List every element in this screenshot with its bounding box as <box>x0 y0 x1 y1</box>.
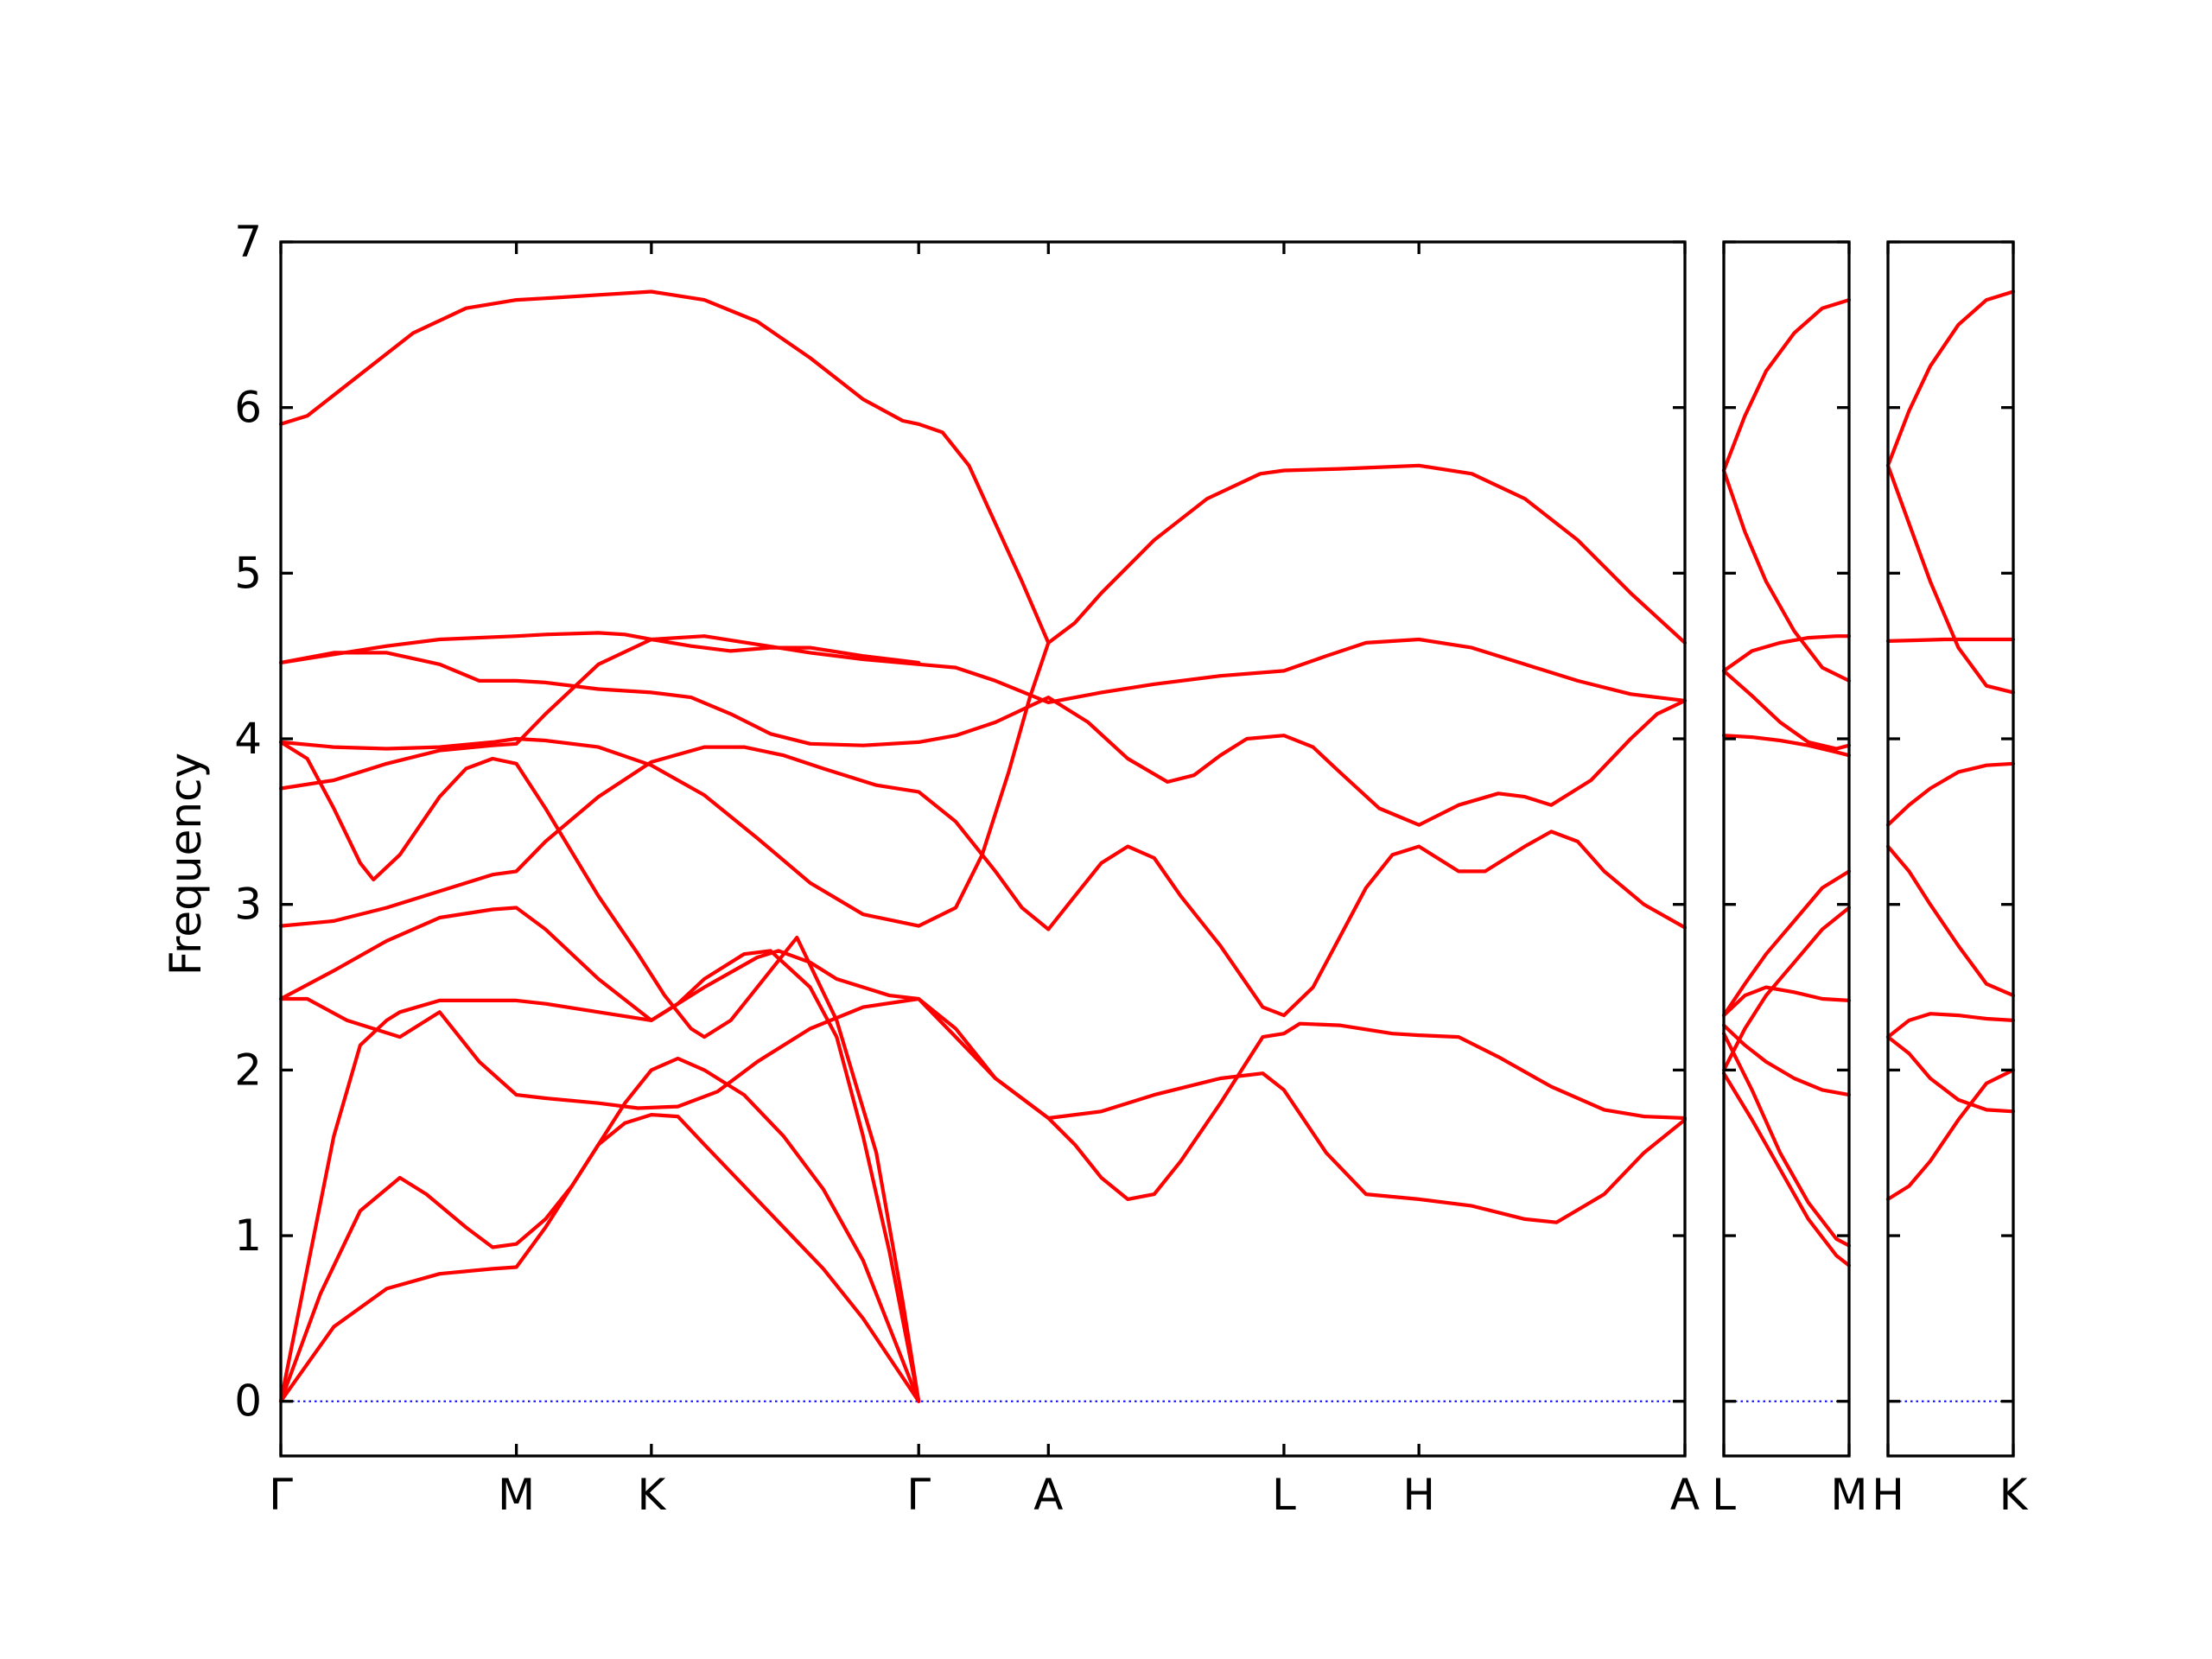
band-2 <box>278 1056 921 1403</box>
plot-frame <box>1886 240 2015 1458</box>
x-tick-label: L <box>1712 1470 1736 1520</box>
band-1 <box>1885 1068 2016 1201</box>
x-tick-label: K <box>1999 1470 2029 1520</box>
band-9 <box>278 463 1688 928</box>
y-tick-label: 4 <box>234 714 262 764</box>
band-12 <box>278 289 1051 645</box>
y-tick-label: 2 <box>234 1045 262 1095</box>
band-7 <box>1721 734 1852 758</box>
band-6 <box>1721 869 1852 1018</box>
y-tick-label: 0 <box>234 1376 262 1427</box>
band-7 <box>1885 463 2016 695</box>
band-5 <box>1721 1023 1852 1097</box>
band-5 <box>278 906 921 1403</box>
band-4 <box>1721 985 1852 1018</box>
band-11 <box>278 631 921 664</box>
plot-frame <box>279 240 1687 1458</box>
x-tick-label: H <box>1872 1470 1904 1520</box>
band-5 <box>1885 761 2016 827</box>
y-tick-label: 1 <box>234 1211 262 1261</box>
band-8 <box>1721 669 1852 751</box>
y-tick-label: 7 <box>234 217 262 267</box>
x-tick-label: A <box>1033 1470 1063 1520</box>
band-11 <box>1721 298 1852 473</box>
band-1 <box>1721 1071 1852 1268</box>
x-tick-label: L <box>1272 1470 1296 1520</box>
band-9 <box>1721 634 1852 673</box>
band-2 <box>1721 1032 1852 1248</box>
x-tick-label: Γ <box>269 1470 293 1520</box>
band-6 <box>1885 637 2016 643</box>
band-10 <box>278 651 1688 827</box>
band-4 <box>278 996 1688 1201</box>
x-tick-label: M <box>498 1470 535 1520</box>
band-8 <box>1885 289 2016 467</box>
band-8 <box>278 634 1688 791</box>
band-3 <box>1885 1012 2016 1039</box>
y-tick-label: 5 <box>234 548 262 598</box>
x-tick-label: A <box>1670 1470 1700 1520</box>
band-3 <box>278 949 1688 1403</box>
y-tick-label: 3 <box>234 880 262 930</box>
band-7 <box>278 740 921 1403</box>
x-tick-label: Γ <box>906 1470 931 1520</box>
x-tick-label: M <box>1830 1470 1867 1520</box>
x-tick-label: K <box>637 1470 666 1520</box>
band-2 <box>1885 1035 2016 1114</box>
x-tick-label: H <box>1402 1470 1435 1520</box>
band-6 <box>278 745 1688 1018</box>
y-tick-label: 6 <box>234 383 262 433</box>
plot-frame <box>1722 240 1851 1458</box>
band-4 <box>1885 844 2016 998</box>
band-10 <box>1721 468 1852 683</box>
y-axis-label: Frequency <box>161 753 211 976</box>
panel-main: 0 1 2 3 4 5 6 7 Γ M K Γ A L H A <box>234 217 1700 1520</box>
band-3 <box>1721 906 1852 1072</box>
band-1 <box>278 1113 921 1403</box>
